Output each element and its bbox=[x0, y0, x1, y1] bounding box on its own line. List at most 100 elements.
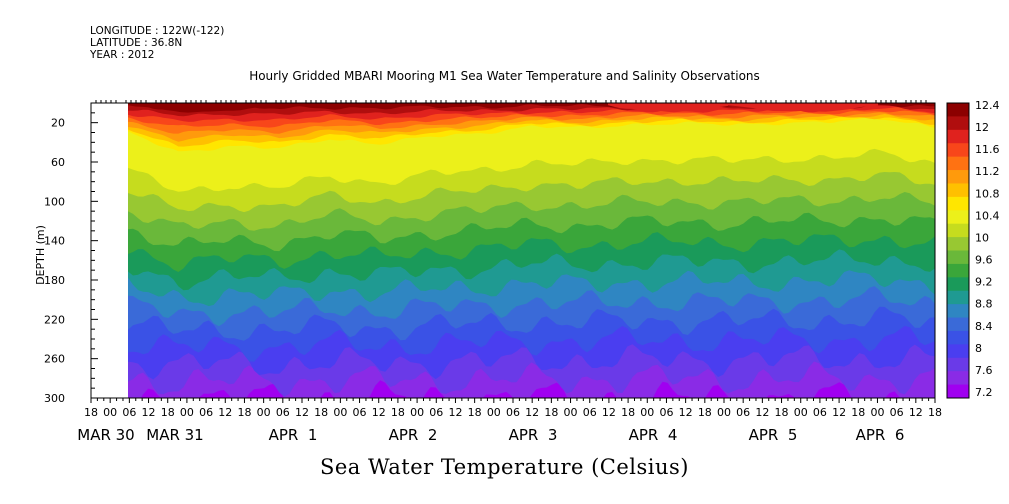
colorbar-swatch bbox=[947, 290, 969, 305]
colorbar-swatch bbox=[947, 223, 969, 238]
x-hour-label: 06 bbox=[890, 406, 904, 419]
x-axis: 18 00 06 12 18 00 06 12 18 00 06 12 18 00 06 12 18 00 06 12… bbox=[77, 398, 942, 444]
x-hour-label: 06 bbox=[813, 406, 827, 419]
x-hour-label: 18 bbox=[775, 406, 789, 419]
x-hour-label: 06 bbox=[122, 406, 136, 419]
colorbar-swatch bbox=[947, 304, 969, 319]
colorbar-label: 8.4 bbox=[975, 320, 993, 333]
colorbar-label: 11.2 bbox=[975, 165, 1000, 178]
y-tick-label: 60 bbox=[51, 156, 65, 169]
x-hour-label: 12 bbox=[602, 406, 616, 419]
x-hour-label: 00 bbox=[564, 406, 578, 419]
x-hour-label: 00 bbox=[333, 406, 347, 419]
x-hour-label: 06 bbox=[506, 406, 520, 419]
colorbar-swatch bbox=[947, 384, 969, 399]
colorbar-swatch bbox=[947, 263, 969, 278]
colorbar-swatch bbox=[947, 116, 969, 131]
colorbar-label: 8.8 bbox=[975, 298, 993, 311]
x-hour-label: 00 bbox=[487, 406, 501, 419]
colorbar-label: 7.6 bbox=[975, 364, 993, 377]
y-tick-label: 20 bbox=[51, 117, 65, 130]
x-hour-label: 18 bbox=[84, 406, 98, 419]
warm-surface-patch bbox=[608, 103, 728, 113]
x-hour-label: 00 bbox=[794, 406, 808, 419]
x-hour-label: 18 bbox=[391, 406, 405, 419]
x-day-label: APR 6 bbox=[856, 426, 905, 444]
colorbar-swatch bbox=[947, 170, 969, 184]
colorbar-swatch bbox=[947, 103, 969, 117]
x-hour-label: 12 bbox=[909, 406, 923, 419]
x-hour-label: 00 bbox=[103, 406, 117, 419]
latitude-label: LATITUDE : 36.8N bbox=[90, 37, 183, 49]
x-hour-label: 12 bbox=[525, 406, 539, 419]
x-hour-label: 00 bbox=[257, 406, 271, 419]
warm-surface-patch bbox=[128, 103, 278, 113]
colorbar-label: 10.8 bbox=[975, 187, 1000, 200]
colorbar-label: 9.6 bbox=[975, 254, 993, 267]
colorbar-swatch bbox=[947, 277, 969, 292]
colorbar-swatch bbox=[947, 143, 969, 158]
warm-surface-patch bbox=[728, 103, 878, 112]
colorbar-label: 10.4 bbox=[975, 209, 1000, 222]
y-tick-label: 260 bbox=[44, 353, 65, 366]
x-hour-label: 18 bbox=[237, 406, 251, 419]
colorbar-label: 8 bbox=[975, 342, 982, 355]
colorbar-swatch bbox=[947, 250, 969, 265]
x-hour-label: 12 bbox=[142, 406, 156, 419]
variable-title: Sea Water Temperature (Celsius) bbox=[319, 455, 689, 479]
colorbar-label: 12.4 bbox=[975, 99, 1000, 112]
y-tick-label: 180 bbox=[44, 274, 65, 287]
colorbar-label: 12 bbox=[975, 121, 989, 134]
colorbar-swatch bbox=[947, 330, 969, 345]
colorbar-label: 11.6 bbox=[975, 143, 1000, 156]
y-tick-label: 100 bbox=[44, 195, 65, 208]
x-day-label: APR 4 bbox=[629, 426, 678, 444]
colorbar-swatch bbox=[947, 317, 969, 332]
colorbar-label: 9.2 bbox=[975, 276, 993, 289]
x-day-label: MAR 30 bbox=[77, 426, 134, 444]
x-hour-label: 12 bbox=[448, 406, 462, 419]
x-hour-label: 12 bbox=[295, 406, 309, 419]
x-hour-label: 06 bbox=[276, 406, 290, 419]
x-hour-label: 06 bbox=[736, 406, 750, 419]
heatmap-layer bbox=[128, 103, 935, 398]
longitude-label: LONGITUDE : 122W(-122) bbox=[90, 25, 225, 37]
x-hour-label: 06 bbox=[659, 406, 673, 419]
colorbar-label: 10 bbox=[975, 231, 989, 244]
chart-title: Hourly Gridded MBARI Mooring M1 Sea Wate… bbox=[249, 69, 760, 83]
x-hour-label: 06 bbox=[353, 406, 367, 419]
year-label: YEAR : 2012 bbox=[90, 49, 155, 61]
x-hour-label: 18 bbox=[314, 406, 328, 419]
colorbar-label: 7.2 bbox=[975, 386, 993, 399]
x-hour-label: 18 bbox=[161, 406, 175, 419]
x-hour-label: 06 bbox=[199, 406, 213, 419]
colorbar: 12.4 12 11.6 11.2 10.8 10.4 10 9.6 9.2 8.8 8.4 8 7.6… bbox=[946, 99, 1000, 399]
colorbar-swatch bbox=[947, 183, 969, 198]
colorbar-swatch bbox=[947, 129, 969, 144]
x-hour-label: 00 bbox=[640, 406, 654, 419]
colorbar-swatch bbox=[947, 344, 969, 359]
colorbar-swatch bbox=[947, 357, 969, 372]
y-tick-label: 140 bbox=[44, 235, 65, 248]
colorbar-swatch bbox=[947, 156, 969, 171]
colorbar-swatch bbox=[947, 210, 969, 225]
x-hour-label: 18 bbox=[468, 406, 482, 419]
x-hour-label: 18 bbox=[621, 406, 635, 419]
x-hour-label: 18 bbox=[851, 406, 865, 419]
x-hour-label: 12 bbox=[755, 406, 769, 419]
y-axis: 20 60 100 140 180 220 260 300 bbox=[44, 100, 927, 405]
x-hour-label: 12 bbox=[832, 406, 846, 419]
x-hour-label: 12 bbox=[218, 406, 232, 419]
x-hour-label: 18 bbox=[544, 406, 558, 419]
x-hour-label: 00 bbox=[870, 406, 884, 419]
colorbar-swatch bbox=[947, 196, 969, 211]
x-day-label: APR 2 bbox=[389, 426, 438, 444]
x-hour-label: 18 bbox=[928, 406, 942, 419]
y-axis-label: DEPTH (m) bbox=[34, 225, 47, 285]
y-tick-label: 220 bbox=[44, 313, 65, 326]
colorbar-swatch bbox=[947, 371, 969, 386]
x-hour-label: 00 bbox=[410, 406, 424, 419]
x-hour-label: 18 bbox=[698, 406, 712, 419]
x-day-label: APR 3 bbox=[509, 426, 558, 444]
